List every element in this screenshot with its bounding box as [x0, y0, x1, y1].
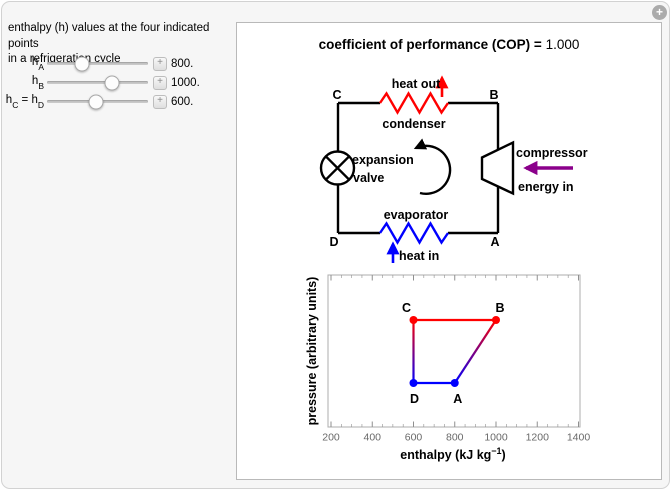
x-tick-label: 800 [446, 432, 464, 444]
condenser-coil [379, 91, 449, 115]
slider-value-hA: 800. [171, 57, 194, 70]
cycle-direction-arrow [413, 138, 452, 195]
expansion-valve-cross [324, 155, 351, 181]
description-line1: enthalpy (h) values at the four indicate… [8, 22, 210, 50]
corner-label-A: A [490, 235, 499, 249]
cycle-pipes [336, 101, 500, 235]
heat-in-label: heat in [399, 249, 439, 263]
slider-label-hB: hB [31, 75, 44, 91]
slider-label-hC-hD: hC = hD [5, 94, 44, 110]
slider-row-hA: hA + 800. [0, 54, 236, 73]
slider-track-hB[interactable] [47, 75, 148, 90]
slider-label-hA: hA [31, 56, 44, 72]
x-tick-label: 1400 [567, 432, 591, 444]
cop-value: 1.000 [545, 37, 580, 52]
slider-row-hB: hB + 1000. [0, 73, 236, 92]
slider-expand-button-hB[interactable]: + [153, 75, 167, 90]
expansion-valve-label-line2: valve [353, 171, 384, 185]
slider-track-hA[interactable] [47, 56, 148, 71]
corner-label-B: B [489, 88, 498, 102]
output-panel: coefficient of performance (COP) = 1.000 [236, 22, 662, 480]
slider-thumb-hA[interactable] [74, 56, 90, 71]
chart-point-A [450, 379, 459, 387]
x-tick-label: 200 [322, 432, 340, 444]
chart-point-label-A: A [453, 392, 462, 406]
chart-point-D [409, 379, 418, 387]
corner-label-C: C [332, 88, 341, 102]
heat-out-label: heat out [392, 77, 441, 91]
cycle-segment-A-B [453, 319, 497, 384]
cop-label: coefficient of performance (COP) = [318, 37, 546, 52]
chart-plot-area: 200 400 600 800 1000 1200 1400 C B D A [322, 275, 590, 444]
slider-track-hC-hD[interactable] [47, 94, 148, 109]
cop-result: coefficient of performance (COP) = 1.000 [237, 37, 661, 52]
manipulate-menu-button[interactable]: + [652, 5, 667, 20]
energy-in-label: energy in [518, 180, 574, 194]
y-axis-title: pressure (arbitrary units) [305, 277, 319, 426]
chart-point-C [409, 316, 418, 324]
compressor-icon [480, 140, 515, 196]
chart-point-label-B: B [495, 301, 504, 315]
slider-row-hC-hD: hC = hD + 600. [0, 92, 236, 111]
compressor-label: compressor [516, 146, 588, 160]
slider-groove [47, 81, 148, 84]
slider-thumb-hC-hD[interactable] [88, 94, 104, 109]
slider-value-hB: 1000. [171, 76, 200, 89]
slider-thumb-hB[interactable] [104, 75, 120, 90]
x-tick-label: 1200 [526, 432, 550, 444]
evaporator-label: evaporator [384, 208, 449, 222]
corner-label-D: D [329, 235, 338, 249]
slider-controls: hA + 800. hB + 1000. hC = hD + 600. [0, 54, 236, 111]
chart-frame [327, 274, 581, 428]
x-tick-label: 1000 [484, 432, 508, 444]
chart-point-B [492, 316, 500, 324]
slider-expand-button-hA[interactable]: + [153, 56, 167, 71]
condenser-label: condenser [382, 117, 445, 131]
expansion-valve-label-line1: expansion [352, 153, 414, 167]
slider-groove [47, 62, 148, 65]
x-tick-label: 600 [405, 432, 423, 444]
x-tick-label: 400 [363, 432, 381, 444]
slider-value-hC-hD: 600. [171, 95, 194, 108]
cycle-and-chart-canvas: heat out condenser C B D A expansion val… [305, 75, 590, 462]
evaporator-coil [379, 221, 449, 245]
chart-point-label-D: D [410, 392, 419, 406]
x-axis-title: enthalpy (kJ kg−1) [400, 446, 505, 462]
chart-point-label-C: C [402, 301, 411, 315]
slider-expand-button-hC-hD[interactable]: + [153, 94, 167, 109]
